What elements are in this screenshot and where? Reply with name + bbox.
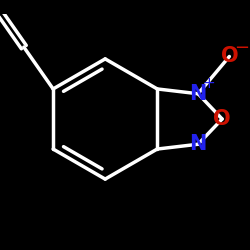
Text: O: O <box>213 109 231 129</box>
Text: N: N <box>190 84 207 104</box>
Text: −: − <box>234 39 249 57</box>
Text: N: N <box>190 134 207 154</box>
Text: O: O <box>220 46 238 66</box>
Text: +: + <box>202 76 215 91</box>
